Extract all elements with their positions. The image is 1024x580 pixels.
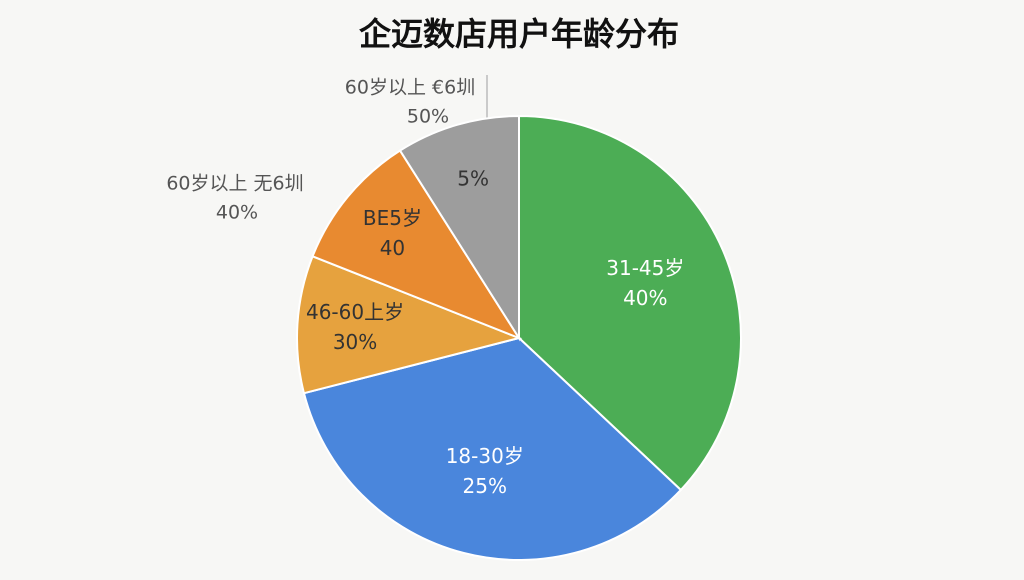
slice <box>398 114 520 342</box>
annotation-text: 40% <box>216 202 258 224</box>
slice <box>311 149 522 341</box>
slice-label: 40 <box>380 236 405 260</box>
slice-label: 40% <box>623 286 667 310</box>
slice <box>518 114 742 492</box>
slice-label: 5% <box>457 167 489 191</box>
slice-name: BE5岁 <box>363 206 422 230</box>
slice-label: 30% <box>333 330 377 354</box>
chart-title: 企迈数店用户年龄分布 <box>359 15 679 53</box>
slice <box>296 254 523 395</box>
annotation-text: 50% <box>407 106 449 128</box>
pie <box>296 114 742 561</box>
annotation-name: 60岁以上 €6圳 <box>345 77 475 99</box>
annotation-name: 60岁以上 无6圳 <box>166 173 303 195</box>
slice-name: 31-45岁 <box>606 256 684 280</box>
slice-name: 46-60上岁 <box>306 300 404 324</box>
slice-labels: 31-45岁 40% 18-30岁 25% 46-60上岁 30% BE5岁 40 5% <box>306 167 684 498</box>
slice-label: 25% <box>463 474 507 498</box>
slice <box>302 336 683 561</box>
slice-name: 18-30岁 <box>446 444 524 468</box>
